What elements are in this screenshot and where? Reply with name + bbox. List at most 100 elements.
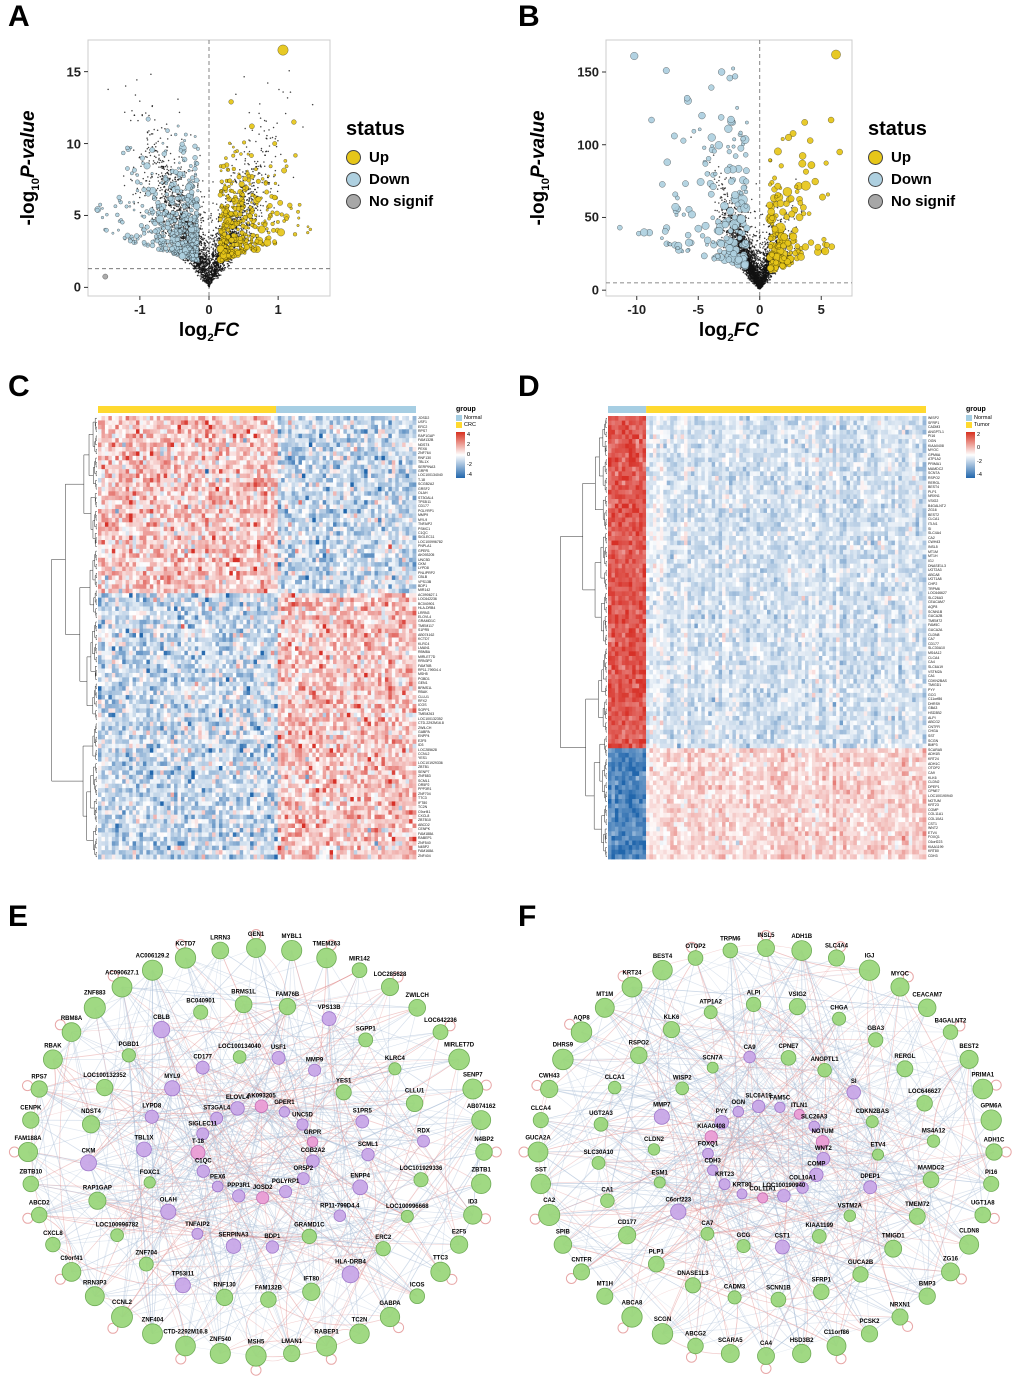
edge <box>27 1151 221 1354</box>
gene-node <box>196 1127 210 1141</box>
gene-label: MAMDC2 <box>928 466 944 471</box>
gene-node <box>591 1155 606 1170</box>
edge-red <box>97 1200 418 1297</box>
gene-label: LOC642236 <box>418 597 437 602</box>
gene-label: AK093205 <box>247 1093 276 1099</box>
gene-node <box>142 1323 163 1345</box>
gene-label: CDH3 <box>928 853 938 858</box>
edge <box>877 1068 906 1155</box>
gene-label: SCGB2A2 <box>418 482 435 487</box>
edge-red <box>39 1088 238 1115</box>
edge-red <box>121 1124 303 1318</box>
gene-label: LOC100190940 <box>928 793 953 798</box>
gene-label: ZWILCH <box>418 725 432 730</box>
gene-label: IGJ <box>928 558 934 563</box>
edge <box>121 986 418 1009</box>
gene-label: KLK6 <box>664 1015 680 1021</box>
gene-label: GBA3 <box>928 706 938 711</box>
gene-label: N4BP2 <box>474 1137 494 1143</box>
gene-label: CLDN2 <box>644 1137 665 1143</box>
edge <box>238 957 327 1197</box>
gene-node <box>110 1228 124 1243</box>
edge-red <box>874 1154 901 1318</box>
gene-label: PEX6 <box>210 1175 226 1181</box>
gene-label: COMP <box>928 807 939 812</box>
edge <box>671 1029 837 1347</box>
edge <box>151 970 153 1117</box>
edge <box>721 1122 779 1300</box>
y-label-prefix: -log <box>18 190 40 226</box>
gene-label: RDX <box>417 1129 430 1135</box>
gene-label: CHGA <box>830 1006 848 1012</box>
edge-red <box>836 986 901 1347</box>
gene-label: BMP3 <box>928 743 938 748</box>
scale-tick-label: -4 <box>467 472 472 478</box>
edge <box>88 1111 285 1164</box>
edge <box>203 1154 369 1172</box>
edge <box>712 1069 825 1171</box>
edge-red <box>730 950 870 977</box>
gene-label: SLC30A10 <box>584 1150 614 1156</box>
edge <box>185 1248 384 1347</box>
edge-red <box>818 1236 870 1335</box>
edge-red <box>308 1068 396 1237</box>
x-label-sub: 2 <box>207 331 214 344</box>
edge <box>537 1151 608 1202</box>
gene-label: ATP1A2 <box>699 999 722 1005</box>
gene-node <box>732 1105 745 1118</box>
group-key-label: Normal <box>464 414 482 421</box>
gene-node <box>448 1048 470 1071</box>
edge <box>562 1103 925 1245</box>
gene-label: MAMDC2 <box>918 1165 945 1171</box>
gene-label: BC040901 <box>418 601 435 606</box>
gene-label: SI <box>851 1079 857 1085</box>
gene-node <box>417 1134 430 1148</box>
edge-red <box>916 1031 951 1217</box>
edge <box>707 1153 992 1185</box>
edge <box>712 1169 785 1197</box>
edge <box>537 1004 754 1153</box>
edge-red <box>707 1151 995 1235</box>
edge <box>278 1057 408 1217</box>
edge-red <box>598 1162 970 1246</box>
gene-node <box>388 1062 402 1076</box>
gene-node <box>281 940 303 962</box>
heatmap-legend: group Normal Tumor 2 0 -2 -4 <box>966 406 1018 478</box>
edge <box>604 1122 723 1297</box>
edge <box>152 970 273 1248</box>
gene-node <box>540 1079 559 1099</box>
edge <box>549 1186 871 1216</box>
gene-node <box>815 1135 830 1149</box>
edge <box>721 1121 951 1273</box>
gene-label: MT1H <box>928 554 938 559</box>
legend-point-icon <box>868 150 883 165</box>
edge <box>203 1171 360 1334</box>
group-key-swatch <box>966 422 972 428</box>
edge <box>52 986 123 1060</box>
group-key-swatch <box>456 422 462 428</box>
edge <box>548 1004 754 1216</box>
edge <box>671 1029 735 1298</box>
gene-node <box>922 1171 940 1189</box>
gene-label: GUCA2B <box>928 614 943 619</box>
gene-node <box>409 1288 426 1305</box>
gene-label: LOC100996668 <box>386 1204 429 1210</box>
gene-label: INSL5 <box>928 545 938 550</box>
gene-label: AC006129.2 <box>136 954 170 960</box>
edge <box>853 1092 870 1334</box>
gene-label: IFT80 <box>418 800 428 805</box>
gene-node <box>863 1180 878 1195</box>
edge-red <box>626 1234 870 1335</box>
gene-label: TMEM263 <box>313 942 341 948</box>
gene-node <box>136 1141 152 1158</box>
edge-red <box>549 1195 784 1216</box>
gene-label: UNC5D <box>418 557 431 562</box>
panel-volcano-a: A -log10P-value log2FC status Up Down No s… <box>0 0 510 368</box>
gene-label: ANGPTL1 <box>811 1057 840 1063</box>
edge <box>540 1119 918 1217</box>
edge-red <box>682 1088 861 1275</box>
gene-label: VSIG2 <box>789 992 807 998</box>
edge <box>836 957 992 1121</box>
group-key: Tumor <box>966 422 1018 428</box>
gene-node <box>22 1175 40 1193</box>
